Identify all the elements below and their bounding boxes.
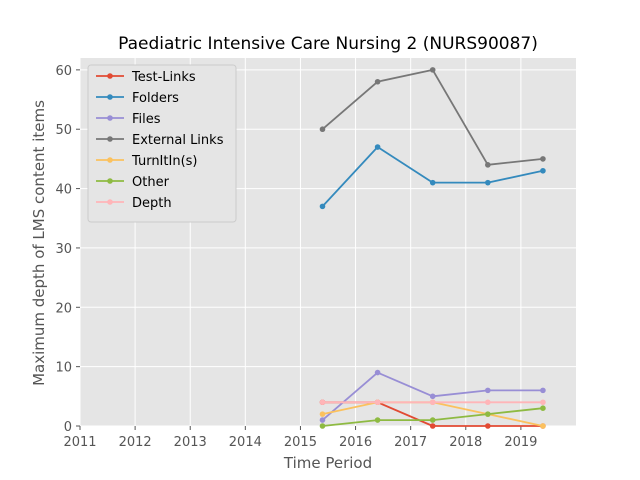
data-point-depth [485, 399, 491, 406]
series-depth [319, 399, 546, 406]
data-point-external-links [374, 78, 381, 85]
x-tick-label: 2012 [119, 435, 152, 450]
legend-marker [107, 136, 113, 142]
y-axis-ticks: 0 10 20 30 40 50 60 [55, 64, 80, 435]
legend-item-depth: Depth [96, 196, 172, 211]
series-group [319, 67, 546, 429]
legend-item-folders: Folders [96, 91, 179, 106]
x-tick-label: 2016 [339, 435, 372, 450]
data-point-other [429, 417, 436, 423]
data-point-depth [319, 399, 326, 406]
legend-marker [107, 94, 113, 100]
x-tick-label: 2014 [229, 435, 262, 450]
y-tick-label: 60 [55, 64, 72, 79]
data-point-test-links [429, 423, 436, 429]
legend-marker [107, 157, 113, 163]
data-point-other [374, 417, 381, 423]
data-point-files [540, 387, 546, 394]
data-point-folders [429, 179, 436, 186]
y-axis-label: Maximum depth of LMS content items [30, 100, 48, 386]
series-other [319, 405, 546, 429]
grid-lines [79, 58, 576, 427]
x-tick-label: 2013 [174, 435, 207, 450]
legend-label: Files [132, 112, 161, 127]
series-folders [319, 144, 546, 210]
legend-item-other: Other [96, 175, 170, 190]
legend-item-test-links: Test-Links [96, 70, 196, 85]
legend-label: Folders [132, 91, 179, 106]
data-point-files [485, 387, 491, 394]
legend-label: Depth [132, 196, 172, 211]
data-point-turnitin-s [540, 423, 546, 429]
data-point-other [540, 405, 546, 411]
data-point-folders [540, 167, 546, 174]
data-point-external-links [429, 67, 436, 73]
legend-label: External Links [132, 133, 224, 148]
data-point-external-links [485, 162, 491, 168]
y-tick-label: 10 [55, 361, 72, 376]
data-point-folders [319, 203, 326, 210]
legend-item-files: Files [96, 112, 161, 127]
data-point-other [485, 411, 491, 417]
y-tick-label: 0 [64, 420, 72, 435]
series-files [319, 369, 546, 423]
legend-marker [107, 115, 113, 121]
x-tick-label: 2015 [284, 435, 317, 450]
x-tick-label: 2017 [394, 435, 427, 450]
legend-label: TurnItIn(s) [131, 154, 197, 169]
legend-item-turnitin-s: TurnItIn(s) [96, 154, 197, 169]
data-point-depth [540, 399, 546, 406]
legend: Test-Links Folders Files External Links Turn… [87, 64, 237, 223]
legend-item-external-links: External Links [96, 133, 224, 148]
data-point-depth [374, 399, 381, 406]
data-point-files [429, 393, 436, 400]
x-axis-ticks: 2011 2012 2013 2014 2015 2016 2017 2018 2019 [63, 426, 537, 450]
data-point-external-links [540, 156, 546, 162]
x-tick-label: 2011 [63, 435, 96, 450]
data-point-test-links [485, 423, 491, 429]
x-axis-label: Time Period [283, 454, 372, 472]
legend-marker [107, 73, 113, 79]
legend-box [87, 64, 237, 223]
legend-marker [107, 199, 113, 205]
x-tick-label: 2019 [504, 435, 537, 450]
data-point-other [319, 423, 326, 429]
legend-label: Test-Links [131, 70, 196, 85]
x-tick-label: 2018 [449, 435, 482, 450]
data-point-turnitin-s [319, 411, 326, 417]
data-point-files [374, 369, 381, 376]
y-tick-label: 50 [55, 123, 72, 138]
y-tick-label: 30 [55, 242, 72, 257]
chart-title: Paediatric Intensive Care Nursing 2 (NUR… [118, 34, 538, 54]
y-tick-label: 20 [55, 301, 72, 316]
data-point-folders [374, 144, 381, 150]
legend-marker [107, 178, 113, 184]
data-point-depth [429, 399, 436, 406]
series-external-links [319, 67, 546, 168]
y-tick-label: 40 [55, 183, 72, 198]
data-point-external-links [319, 126, 326, 133]
data-point-folders [485, 179, 491, 186]
data-point-files [319, 417, 326, 423]
legend-label: Other [132, 175, 170, 190]
